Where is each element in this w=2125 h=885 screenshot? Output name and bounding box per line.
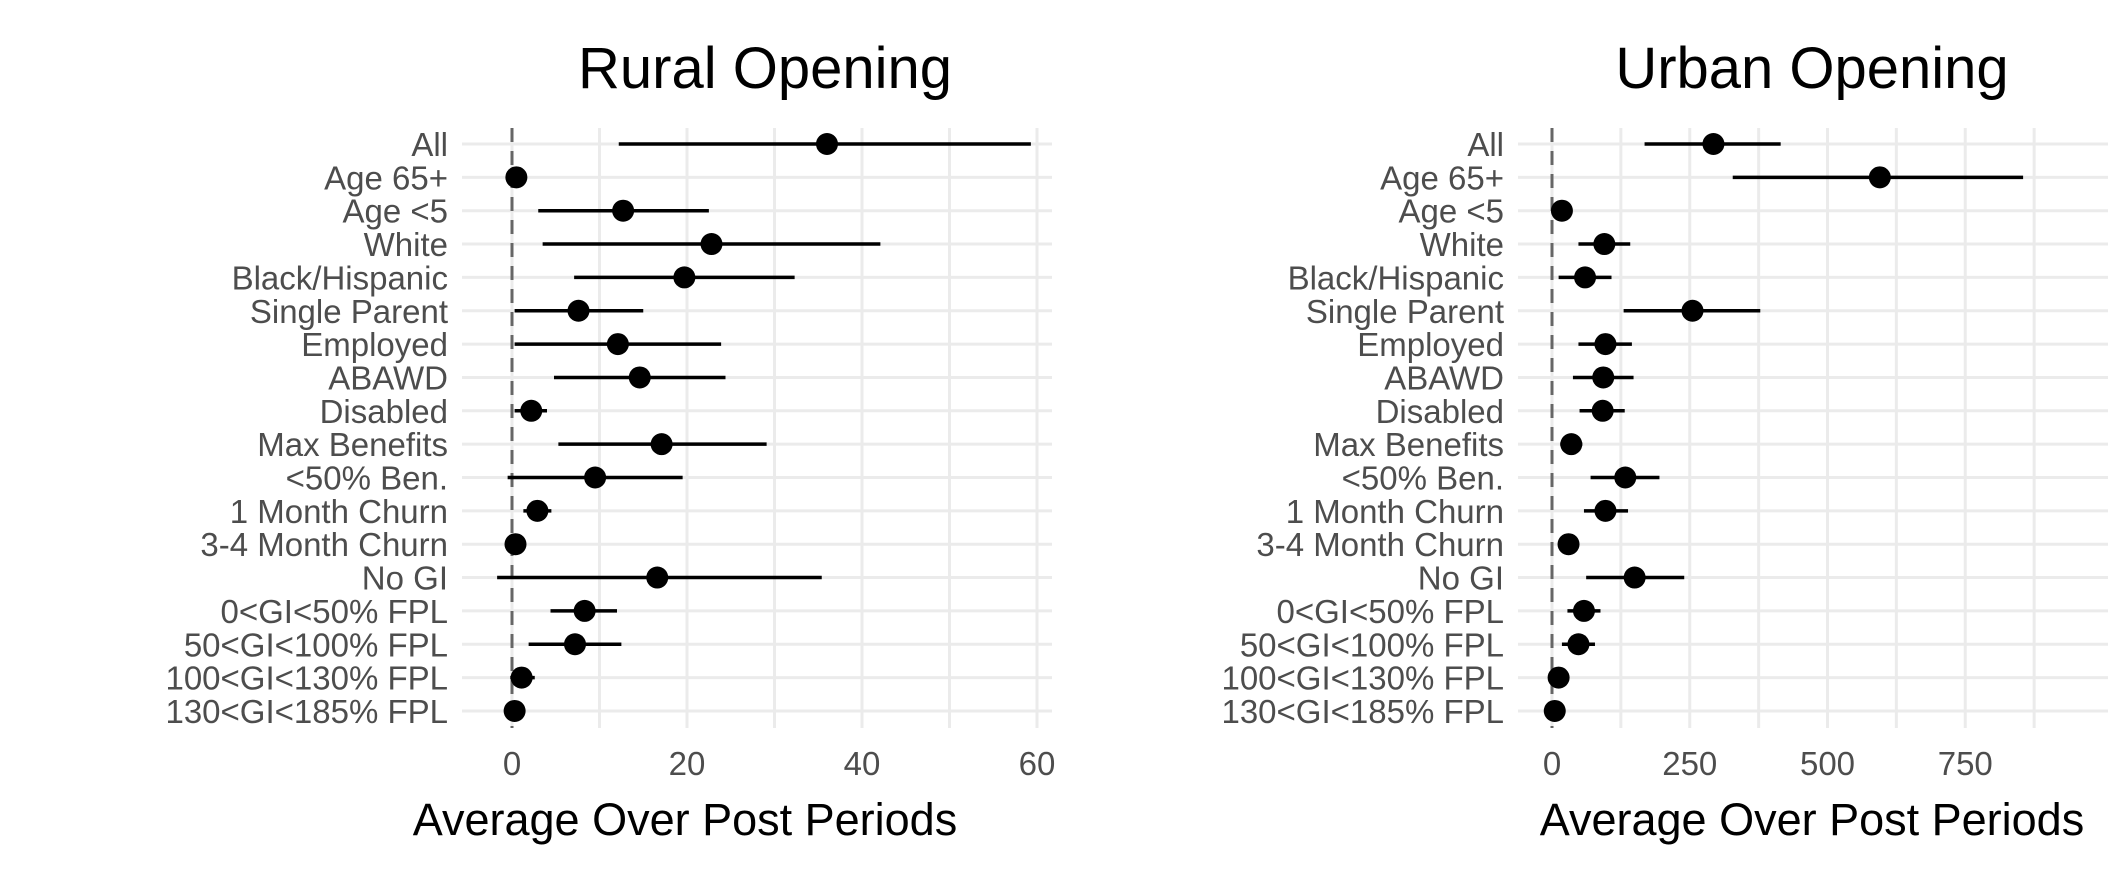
urban-point-estimate xyxy=(1592,366,1615,389)
rural-point-estimate xyxy=(510,666,533,689)
rural-category-label: 1 Month Churn xyxy=(230,493,448,530)
rural-x-tick-label: 60 xyxy=(1019,745,1056,782)
urban-x-tick-label: 0 xyxy=(1543,745,1561,782)
rural-x-tick-label: 0 xyxy=(503,745,521,782)
urban-point-estimate xyxy=(1623,566,1646,589)
rural-category-label: 100<GI<130% FPL xyxy=(165,660,448,697)
urban-point-estimate xyxy=(1567,633,1590,656)
rural-point-estimate xyxy=(646,566,669,589)
urban-category-label: Disabled xyxy=(1376,393,1504,430)
rural-category-label: 50<GI<100% FPL xyxy=(184,626,448,663)
rural-category-label: White xyxy=(364,226,448,263)
urban-point-estimate xyxy=(1681,299,1704,322)
urban-category-label: Black/Hispanic xyxy=(1288,259,1504,296)
urban-category-label: 0<GI<50% FPL xyxy=(1277,593,1504,630)
rural-category-label: Single Parent xyxy=(250,293,448,330)
urban-point-estimate xyxy=(1593,233,1616,256)
rural-panel-x-axis-label: Average Over Post Periods xyxy=(413,794,957,845)
rural-panel: Rural Opening Average Over Post Periods … xyxy=(165,36,1055,845)
urban-point-estimate xyxy=(1547,666,1570,689)
urban-category-label: ABAWD xyxy=(1384,359,1504,396)
rural-point-estimate xyxy=(573,599,596,622)
rural-category-label: Age 65+ xyxy=(324,159,448,196)
urban-x-tick-label: 250 xyxy=(1662,745,1717,782)
rural-panel-title: Rural Opening xyxy=(578,36,952,101)
rural-point-estimate xyxy=(564,633,586,656)
urban-x-tick-label: 750 xyxy=(1938,745,1993,782)
urban-point-estimate xyxy=(1614,466,1637,489)
urban-point-estimate xyxy=(1594,333,1617,356)
urban-category-label: 130<GI<185% FPL xyxy=(1221,693,1504,730)
urban-panel: Urban Opening Average Over Post Periods … xyxy=(1221,36,2108,845)
rural-category-label: Age <5 xyxy=(342,193,448,230)
rural-x-tick-label: 40 xyxy=(844,745,881,782)
urban-grid xyxy=(1518,128,2108,728)
urban-category-label: All xyxy=(1467,126,1504,163)
rural-point-estimate xyxy=(606,333,629,356)
urban-point-estimate xyxy=(1557,533,1580,556)
urban-point-estimate xyxy=(1543,699,1566,722)
rural-point-estimate xyxy=(567,299,590,322)
urban-point-estimate xyxy=(1560,433,1583,456)
urban-point-estimate xyxy=(1702,133,1725,155)
rural-category-label: All xyxy=(411,126,448,163)
urban-category-label: 3-4 Month Churn xyxy=(1256,526,1504,563)
urban-x-tick-label: 500 xyxy=(1800,745,1855,782)
rural-point-estimate xyxy=(612,199,635,222)
urban-category-label: Single Parent xyxy=(1306,293,1504,330)
rural-category-label: Black/Hispanic xyxy=(232,259,448,296)
rural-category-label: 3-4 Month Churn xyxy=(200,526,448,563)
urban-category-label: 1 Month Churn xyxy=(1286,493,1504,530)
urban-panel-x-axis-label: Average Over Post Periods xyxy=(1540,794,2084,845)
rural-grid xyxy=(462,128,1052,728)
rural-category-label: <50% Ben. xyxy=(286,460,448,497)
rural-point-estimate xyxy=(520,399,543,422)
rural-category-label: ABAWD xyxy=(328,359,448,396)
rural-point-estimate xyxy=(584,466,607,489)
rural-point-estimate xyxy=(650,433,673,456)
urban-point-estimate xyxy=(1868,166,1891,189)
rural-category-label: No GI xyxy=(362,560,448,597)
urban-category-label: Age <5 xyxy=(1398,193,1504,230)
rural-category-label: 130<GI<185% FPL xyxy=(165,693,448,730)
urban-category-label: Age 65+ xyxy=(1380,159,1504,196)
rural-category-label: 0<GI<50% FPL xyxy=(221,593,448,630)
rural-point-estimate xyxy=(503,699,526,722)
urban-point-estimate xyxy=(1572,599,1595,622)
rural-category-label: Max Benefits xyxy=(257,426,448,463)
rural-point-estimate xyxy=(505,166,528,189)
urban-category-label: 100<GI<130% FPL xyxy=(1221,660,1504,697)
urban-point-estimate xyxy=(1591,399,1614,422)
rural-point-estimate xyxy=(816,133,838,155)
rural-category-label: Disabled xyxy=(320,393,448,430)
urban-point-estimate xyxy=(1550,199,1573,222)
urban-point-estimate xyxy=(1574,266,1597,289)
rural-category-label: Employed xyxy=(301,326,448,363)
rural-x-tick-label: 20 xyxy=(669,745,706,782)
rural-point-estimate xyxy=(700,233,723,256)
rural-point-estimate xyxy=(628,366,651,389)
urban-category-label: Max Benefits xyxy=(1313,426,1504,463)
rural-point-estimate xyxy=(526,499,549,522)
urban-category-label: <50% Ben. xyxy=(1342,460,1504,497)
urban-category-label: Employed xyxy=(1357,326,1504,363)
urban-category-label: No GI xyxy=(1418,560,1504,597)
rural-point-estimate xyxy=(504,533,527,556)
urban-panel-title: Urban Opening xyxy=(1615,36,2008,101)
urban-point-estimate xyxy=(1594,499,1617,522)
urban-category-label: 50<GI<100% FPL xyxy=(1240,626,1504,663)
rural-point-estimate xyxy=(673,266,696,289)
urban-category-label: White xyxy=(1420,226,1504,263)
